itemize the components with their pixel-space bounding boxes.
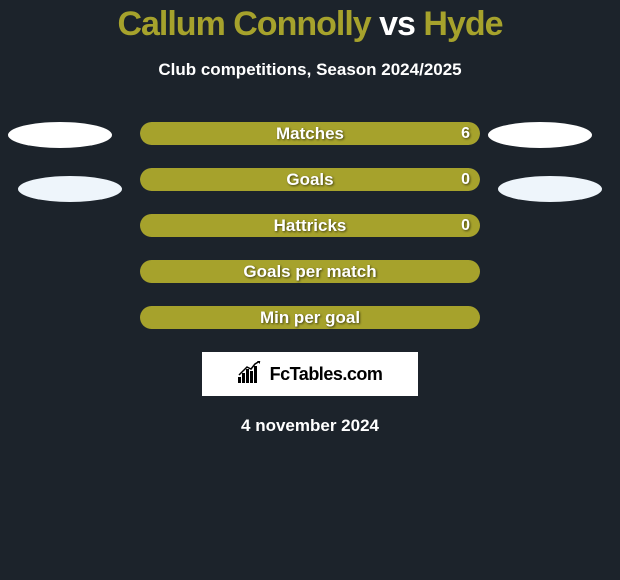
- stat-bar: Min per goal: [140, 306, 480, 329]
- page-title: Callum Connolly vs Hyde: [0, 0, 620, 44]
- side-ellipse: [498, 176, 602, 202]
- stat-bars: Matches6 Goals0 Hattricks0 Goals per match M…: [140, 122, 480, 329]
- stat-bar: Goals0: [140, 168, 480, 191]
- stat-bar-fill: [140, 168, 480, 191]
- side-ellipse: [8, 122, 112, 148]
- title-player-b: Hyde: [423, 5, 502, 43]
- source-logo: FcTables.com: [202, 352, 418, 396]
- stat-bar: Hattricks0: [140, 214, 480, 237]
- stat-bar-label: Min per goal: [140, 306, 480, 329]
- stat-bar-label: Goals per match: [140, 260, 480, 283]
- subtitle: Club competitions, Season 2024/2025: [0, 60, 620, 80]
- stat-bar-fill: [140, 122, 480, 145]
- stat-bar-label: Hattricks: [140, 214, 480, 237]
- title-player-a: Callum Connolly: [117, 5, 370, 43]
- comparison-card: Callum Connolly vs Hyde Club competition…: [0, 0, 620, 580]
- stat-bar-value-right: 0: [461, 214, 470, 237]
- snapshot-date: 4 november 2024: [0, 416, 620, 436]
- title-vs: vs: [371, 5, 424, 43]
- stat-bar: Matches6: [140, 122, 480, 145]
- stat-bar: Goals per match: [140, 260, 480, 283]
- fctables-icon: [238, 361, 264, 388]
- logo-text: FcTables.com: [270, 364, 383, 385]
- chart-area: Matches6 Goals0 Hattricks0 Goals per match M…: [0, 122, 620, 436]
- side-ellipse: [488, 122, 592, 148]
- side-ellipse: [18, 176, 122, 202]
